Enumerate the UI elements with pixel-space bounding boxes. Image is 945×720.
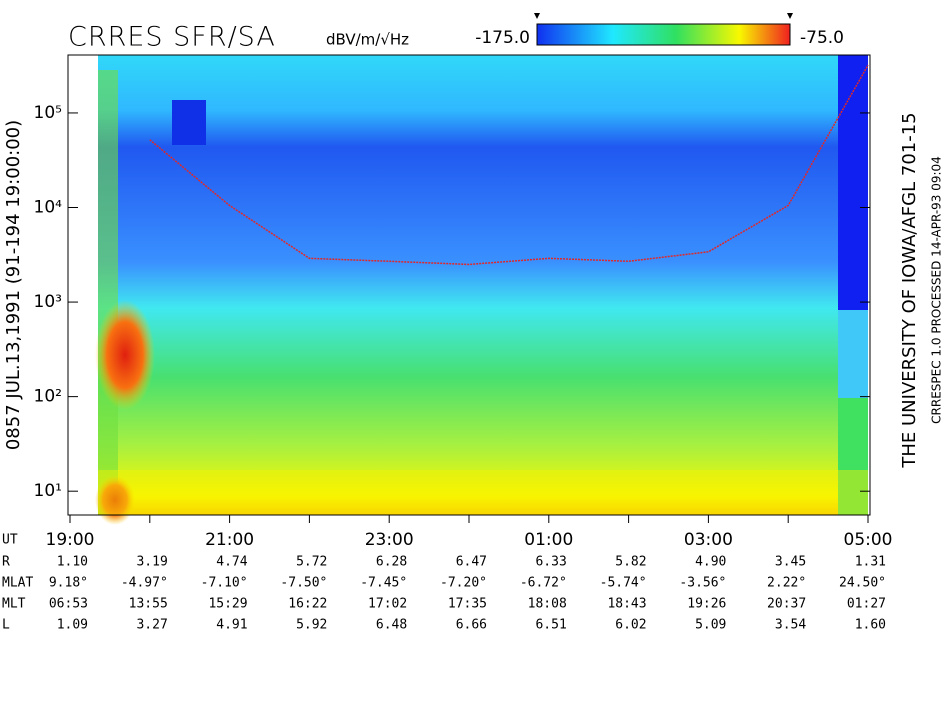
ephemeris-value: 3.19 [136, 555, 167, 570]
ephemeris-value: 16:22 [288, 597, 327, 612]
spectrogram [95, 55, 868, 525]
ephemeris-label: UT [2, 533, 18, 548]
ephemeris-value: 15:29 [208, 597, 247, 612]
ephemeris-value: 5.92 [296, 618, 327, 633]
ephemeris-value: 20:37 [767, 597, 806, 612]
colorbar [536, 23, 791, 46]
ephemeris-value: 6.28 [376, 555, 407, 570]
ephemeris-value: 17:02 [368, 597, 407, 612]
ephemeris-value: -7.10° [201, 576, 248, 591]
colorbar-marker [787, 13, 793, 19]
ephemeris-value: 1.10 [57, 555, 88, 570]
y-tick-label: 10¹ [34, 481, 62, 501]
x-tick-label: 05:00 [844, 530, 893, 550]
ephemeris-value: 6.02 [615, 618, 646, 633]
ephemeris-value: 1.31 [855, 555, 886, 570]
ephemeris-label: R [2, 555, 10, 570]
x-tick-label: 19:00 [46, 530, 95, 550]
ephemeris-value: 6.51 [535, 618, 566, 633]
y-tick-label: 10⁵ [34, 103, 62, 123]
ephemeris-value: 17:35 [448, 597, 487, 612]
ephemeris-value: -3.56° [679, 576, 726, 591]
y-tick-label: 10² [34, 387, 62, 407]
colorbar-unit: dBV/m/√Hz [326, 31, 409, 49]
ephemeris-value: 4.90 [695, 555, 726, 570]
right-note: CRRESPEC 1.0 PROCESSED 14-APR-93 09:04 [930, 156, 944, 424]
ephemeris-value: -7.45° [360, 576, 407, 591]
ephemeris-value: 4.91 [216, 618, 247, 633]
ephemeris-value: 6.48 [376, 618, 407, 633]
ephemeris-value: -6.72° [520, 576, 567, 591]
colorbar-marker [534, 13, 540, 19]
ephemeris-value: 1.60 [855, 618, 886, 633]
ephemeris-value: 5.82 [615, 555, 646, 570]
ephemeris-value: 13:55 [129, 597, 168, 612]
ephemeris-value: -7.20° [440, 576, 487, 591]
colorbar-max-label: -75.0 [800, 28, 844, 48]
chart-title: CRRES SFR/SA [68, 22, 276, 53]
ephemeris-value: 6.47 [456, 555, 487, 570]
ephemeris-value: 6.33 [535, 555, 566, 570]
ephemeris-value: 01:27 [847, 597, 886, 612]
x-tick-label: 03:00 [684, 530, 733, 550]
ephemeris-value: 3.45 [775, 555, 806, 570]
ephemeris-value: 4.74 [216, 555, 247, 570]
ephemeris-value: 5.72 [296, 555, 327, 570]
ephemeris-value: 18:08 [528, 597, 567, 612]
ephemeris-value: 9.18° [49, 576, 88, 591]
ephemeris-value: 5.09 [695, 618, 726, 633]
ephemeris-value: -5.74° [600, 576, 647, 591]
ephemeris-label: L [2, 618, 10, 633]
right-title: THE UNIVERSITY OF IOWA/AFGL 701-15 [899, 112, 920, 468]
ephemeris-value: 2.22° [767, 576, 806, 591]
ephemeris-value: -7.50° [280, 576, 327, 591]
x-tick-label: 23:00 [365, 530, 414, 550]
ephemeris-value: 19:26 [687, 597, 726, 612]
ephemeris-value: 3.54 [775, 618, 806, 633]
y-tick-label: 10⁴ [34, 198, 63, 218]
ephemeris-value: 24.50° [839, 576, 886, 591]
trace-line [149, 64, 869, 266]
x-tick-label: 21:00 [205, 530, 254, 550]
y-tick-label: 10³ [34, 292, 62, 312]
y-axis-label: 0857 JUL.13,1991 (91-194 19:00:00) [3, 120, 24, 450]
ephemeris-value: 06:53 [49, 597, 88, 612]
ephemeris-label: MLT [2, 597, 26, 612]
x-tick-label: 01:00 [524, 530, 573, 550]
ephemeris-label: MLAT [2, 576, 33, 591]
colorbar-min-label: -175.0 [475, 28, 530, 48]
ephemeris-value: 3.27 [136, 618, 167, 633]
ephemeris-value: 1.09 [57, 618, 88, 633]
ephemeris-value: 18:43 [607, 597, 646, 612]
ephemeris-value: -4.97° [121, 576, 168, 591]
ephemeris-value: 6.66 [456, 618, 487, 633]
